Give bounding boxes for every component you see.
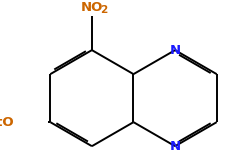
Text: EtO: EtO (0, 116, 14, 129)
Text: 2: 2 (100, 5, 107, 15)
Text: N: N (169, 140, 181, 153)
Text: N: N (169, 44, 181, 57)
Text: NO: NO (81, 1, 103, 14)
